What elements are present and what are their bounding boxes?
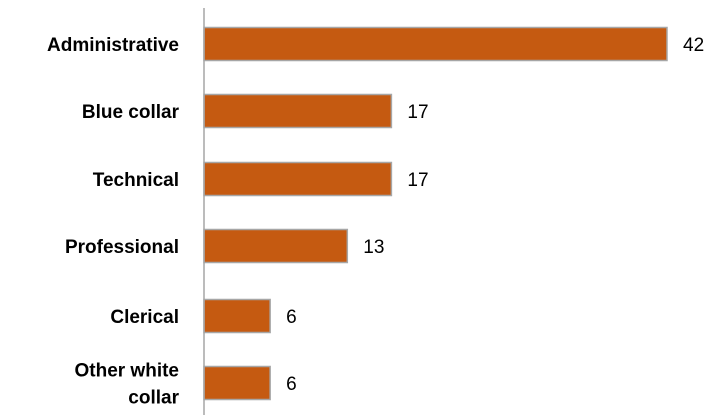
value-label: 13 — [363, 237, 384, 258]
bar-administrative — [203, 26, 668, 62]
category-labels: Administrative Blue collar Technical Profes… — [47, 35, 180, 409]
value-labels: 42 17 17 13 6 6 — [286, 35, 704, 395]
bars-layer — [203, 26, 668, 401]
bar-technical — [203, 161, 393, 197]
value-label: 6 — [286, 374, 297, 395]
value-label: 17 — [407, 170, 428, 191]
value-label: 17 — [407, 102, 428, 123]
bar-other-white-collar — [203, 365, 271, 401]
value-label: 42 — [683, 35, 704, 56]
value-label: 6 — [286, 307, 297, 328]
category-label: Technical — [93, 170, 179, 191]
category-label: Professional — [65, 237, 179, 258]
category-label: Clerical — [110, 307, 179, 328]
category-label: Blue collar — [82, 102, 180, 123]
bar-clerical — [203, 298, 271, 334]
bar-professional — [203, 228, 349, 264]
bar-blue-collar — [203, 93, 393, 129]
category-label: Administrative — [47, 35, 179, 56]
category-label: Other white collar — [74, 361, 179, 409]
